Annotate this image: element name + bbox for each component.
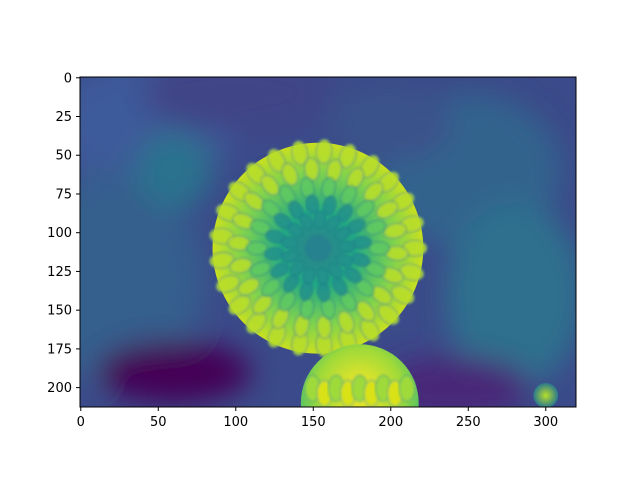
- y-tick-label-25: 25: [55, 110, 72, 125]
- x-tick-label-50: 50: [150, 415, 167, 430]
- x-tick-label-0: 0: [77, 415, 85, 430]
- background-region-6: [96, 341, 252, 404]
- plot-area: [80, 77, 576, 407]
- x-tick-label-150: 150: [301, 415, 326, 430]
- y-tick-label-150: 150: [47, 304, 72, 319]
- axes-frame: [79, 76, 577, 408]
- x-tick-label-250: 250: [456, 415, 481, 430]
- y-tick-label-50: 50: [55, 149, 72, 164]
- y-tick-label-125: 125: [47, 265, 72, 280]
- bottom-right-bud: [533, 382, 559, 407]
- background-region-5: [328, 85, 453, 164]
- x-axis: 0 50 100 150 200 250 300: [77, 407, 558, 430]
- y-axis: 0 25 50 75 100 125 150 175 200: [47, 71, 80, 396]
- y-tick-label-0: 0: [64, 71, 72, 86]
- y-tick-label-200: 200: [47, 381, 72, 396]
- flower-regions: [209, 138, 559, 407]
- background-region-4: [445, 201, 576, 388]
- main-flower: [209, 138, 428, 358]
- lower-flower: [300, 344, 419, 407]
- background-region-2: [142, 77, 329, 133]
- background-region-8: [135, 131, 213, 210]
- y-tick-label-100: 100: [47, 226, 72, 241]
- background-region-1: [80, 170, 205, 388]
- y-tick-label-75: 75: [55, 187, 72, 202]
- x-tick-label-300: 300: [533, 415, 558, 430]
- x-tick-label-100: 100: [223, 415, 248, 430]
- background-blur-regions: [80, 77, 576, 407]
- y-tick-label-175: 175: [47, 342, 72, 357]
- x-tick-label-200: 200: [378, 415, 403, 430]
